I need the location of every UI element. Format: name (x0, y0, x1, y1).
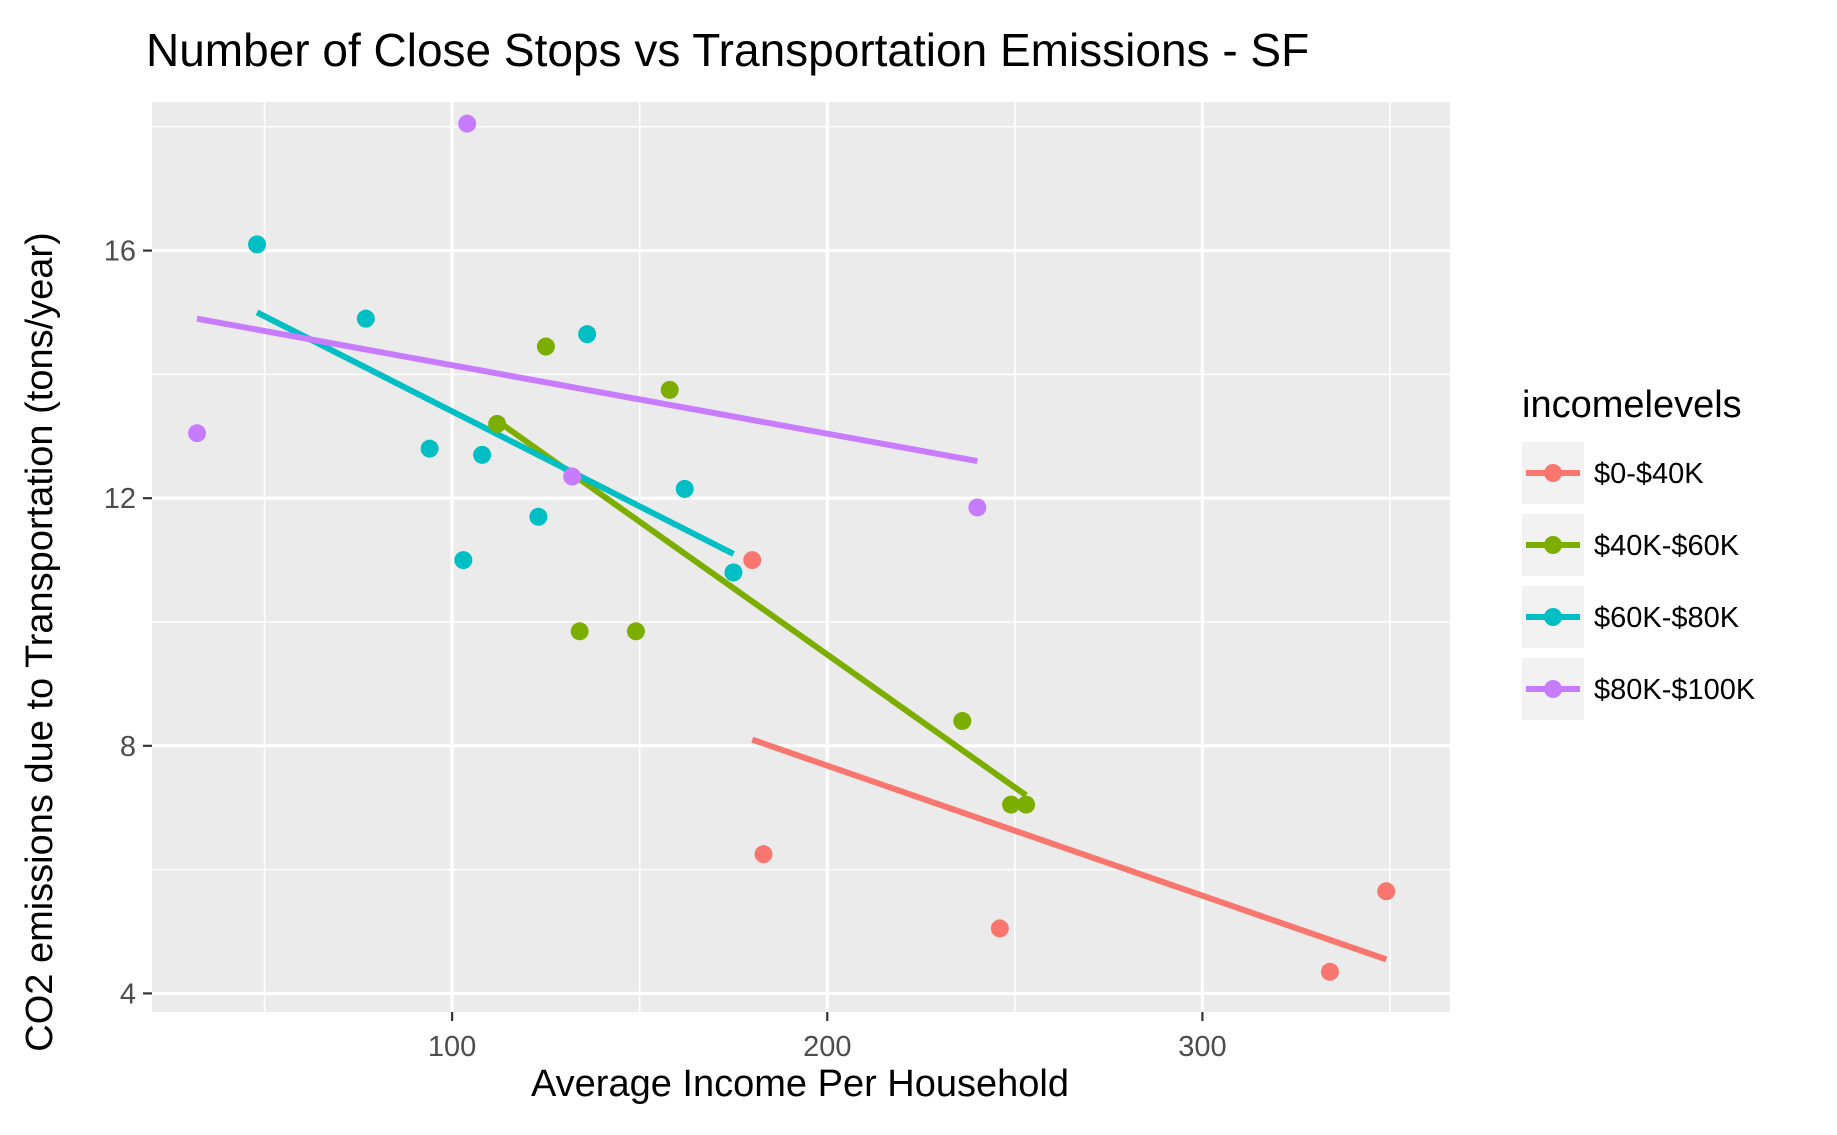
legend-title: incomelevels (1522, 384, 1742, 426)
data-point-series-3 (458, 114, 477, 133)
x-axis: 100 200 300 (428, 1012, 1227, 1063)
data-point-series-1 (536, 337, 555, 356)
data-point-series-2 (529, 507, 548, 526)
data-point-series-3 (563, 467, 582, 486)
minor-gridlines (152, 102, 1450, 1012)
trend-line-series-0 (751, 736, 1388, 963)
y-axis-title: CO2 emissions due to Transportation (ton… (19, 232, 61, 1052)
data-point-series-0 (754, 845, 773, 864)
data-point-series-1 (626, 622, 645, 641)
data-point-series-0 (990, 919, 1009, 938)
legend-key-point (1544, 608, 1562, 626)
x-tick-label: 100 (428, 1031, 476, 1063)
legend-label: $80K-$100K (1594, 674, 1756, 706)
y-tick-label: 16 (104, 236, 136, 268)
data-point-series-2 (356, 309, 375, 328)
data-point-series-1 (488, 414, 507, 433)
data-point-series-0 (1377, 882, 1396, 901)
legend-label: $0-$40K (1594, 458, 1704, 490)
trend-line-series-3 (196, 315, 978, 464)
data-point-series-1 (1017, 795, 1036, 814)
data-point-series-0 (1320, 962, 1339, 981)
trend-line-series-1 (495, 418, 1028, 798)
x-tick-label: 200 (803, 1031, 851, 1063)
y-tick-label: 12 (104, 483, 136, 515)
y-tick-label: 4 (120, 978, 136, 1010)
data-point-series-1 (1002, 795, 1021, 814)
plot-panel (152, 102, 1450, 1012)
data-point-series-1 (570, 622, 589, 641)
legend: incomelevels $0-$40K $40K-$60K $60K-$80K $8… (1522, 384, 1756, 720)
data-points (188, 114, 1396, 981)
data-point-series-2 (420, 439, 439, 458)
trend-lines (196, 309, 1388, 963)
data-point-series-0 (743, 551, 762, 570)
trend-line-series-2 (255, 309, 735, 557)
legend-label: $60K-$80K (1594, 602, 1740, 634)
legend-key-point (1544, 464, 1562, 482)
chart-title: Number of Close Stops vs Transportation … (146, 24, 1309, 76)
legend-key-point (1544, 680, 1562, 698)
x-tick-label: 300 (1178, 1031, 1226, 1063)
y-axis: 4 8 12 16 (104, 236, 152, 1010)
data-point-series-3 (188, 424, 207, 443)
y-tick-label: 8 (120, 731, 136, 763)
data-point-series-1 (660, 380, 679, 399)
legend-key-point (1544, 536, 1562, 554)
data-point-series-2 (248, 235, 267, 254)
major-gridlines (152, 102, 1450, 1012)
data-point-series-2 (578, 325, 597, 344)
data-point-series-3 (968, 498, 987, 517)
data-point-series-2 (724, 563, 743, 582)
data-point-series-2 (454, 551, 473, 570)
data-point-series-1 (953, 712, 972, 731)
x-axis-title: Average Income Per Household (531, 1063, 1069, 1105)
data-point-series-2 (473, 445, 492, 464)
data-point-series-2 (675, 479, 694, 498)
legend-label: $40K-$60K (1594, 530, 1740, 562)
